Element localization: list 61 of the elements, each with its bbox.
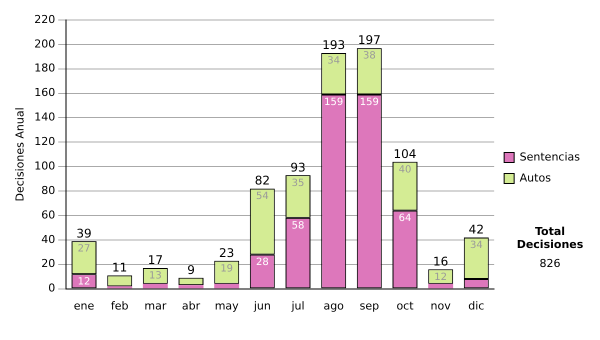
y-tick-label: 140 bbox=[34, 110, 56, 124]
data-label: 54 bbox=[256, 191, 269, 202]
total-label: 17 bbox=[148, 253, 163, 268]
data-label: 159 bbox=[360, 97, 379, 108]
bar bbox=[214, 284, 240, 288]
y-tick-label: 180 bbox=[34, 62, 56, 75]
x-tick-label: sep bbox=[360, 299, 380, 312]
legend-label: Sentencias bbox=[520, 150, 580, 164]
y-tick-label: 220 bbox=[34, 12, 56, 26]
data-label: 19 bbox=[220, 263, 234, 274]
x-tick-label: jul bbox=[290, 299, 305, 312]
x-tick-label: feb bbox=[110, 299, 129, 312]
data-label: 159 bbox=[324, 97, 344, 108]
y-tick-label: 80 bbox=[41, 184, 56, 197]
total-label: 104 bbox=[394, 146, 416, 161]
y-tick-label: 0 bbox=[48, 282, 56, 295]
data-label: 38 bbox=[362, 50, 376, 62]
x-tick-label: ago bbox=[323, 299, 344, 312]
x-tick-label: mar bbox=[144, 299, 167, 312]
data-label: 27 bbox=[78, 244, 90, 255]
bar bbox=[142, 284, 168, 288]
total-label: 39 bbox=[76, 226, 92, 240]
x-tick-label: ene bbox=[74, 299, 95, 312]
x-tick-label: abr bbox=[182, 299, 201, 312]
total-label: 197 bbox=[358, 33, 381, 48]
bar bbox=[428, 284, 454, 288]
data-label: 64 bbox=[398, 213, 412, 224]
y-axis-title: Decisiones Anual bbox=[13, 107, 26, 202]
y-tick-label: 40 bbox=[41, 232, 56, 246]
bar bbox=[178, 285, 204, 288]
y-tick-label: 100 bbox=[34, 159, 56, 172]
total-label: 23 bbox=[219, 246, 234, 260]
total-label: 93 bbox=[290, 160, 306, 174]
total-label: 82 bbox=[254, 174, 270, 188]
data-label: 34 bbox=[470, 240, 483, 252]
x-tick-label: jun bbox=[252, 299, 271, 312]
text: Total Decisiones bbox=[516, 225, 584, 251]
x-tick-label: dic bbox=[468, 299, 484, 312]
x-tick-label: nov bbox=[430, 299, 452, 312]
y-tick-label: 200 bbox=[34, 37, 56, 50]
y-tick-label: 60 bbox=[41, 208, 56, 222]
x-tick-label: may bbox=[214, 299, 240, 312]
text: 826 bbox=[538, 257, 562, 270]
data-label: 40 bbox=[398, 164, 412, 176]
y-tick-label: 120 bbox=[34, 135, 56, 148]
data-label: 12 bbox=[434, 272, 448, 283]
total-label: 42 bbox=[468, 222, 484, 237]
legend-label: Autos bbox=[520, 171, 552, 184]
data-label: 35 bbox=[292, 178, 304, 189]
y-tick-label: 20 bbox=[41, 257, 56, 270]
data-label: 28 bbox=[256, 257, 269, 268]
data-label: 12 bbox=[78, 276, 90, 288]
data-label: 58 bbox=[292, 220, 304, 232]
data-label: 34 bbox=[327, 56, 340, 67]
total-label: 193 bbox=[322, 38, 346, 52]
total-label: 11 bbox=[112, 260, 128, 274]
x-tick-label: oct bbox=[396, 299, 414, 312]
total-label: 9 bbox=[187, 262, 195, 277]
y-tick-label: 160 bbox=[34, 86, 56, 100]
total-label: 16 bbox=[433, 254, 448, 268]
data-label: 13 bbox=[148, 270, 162, 282]
